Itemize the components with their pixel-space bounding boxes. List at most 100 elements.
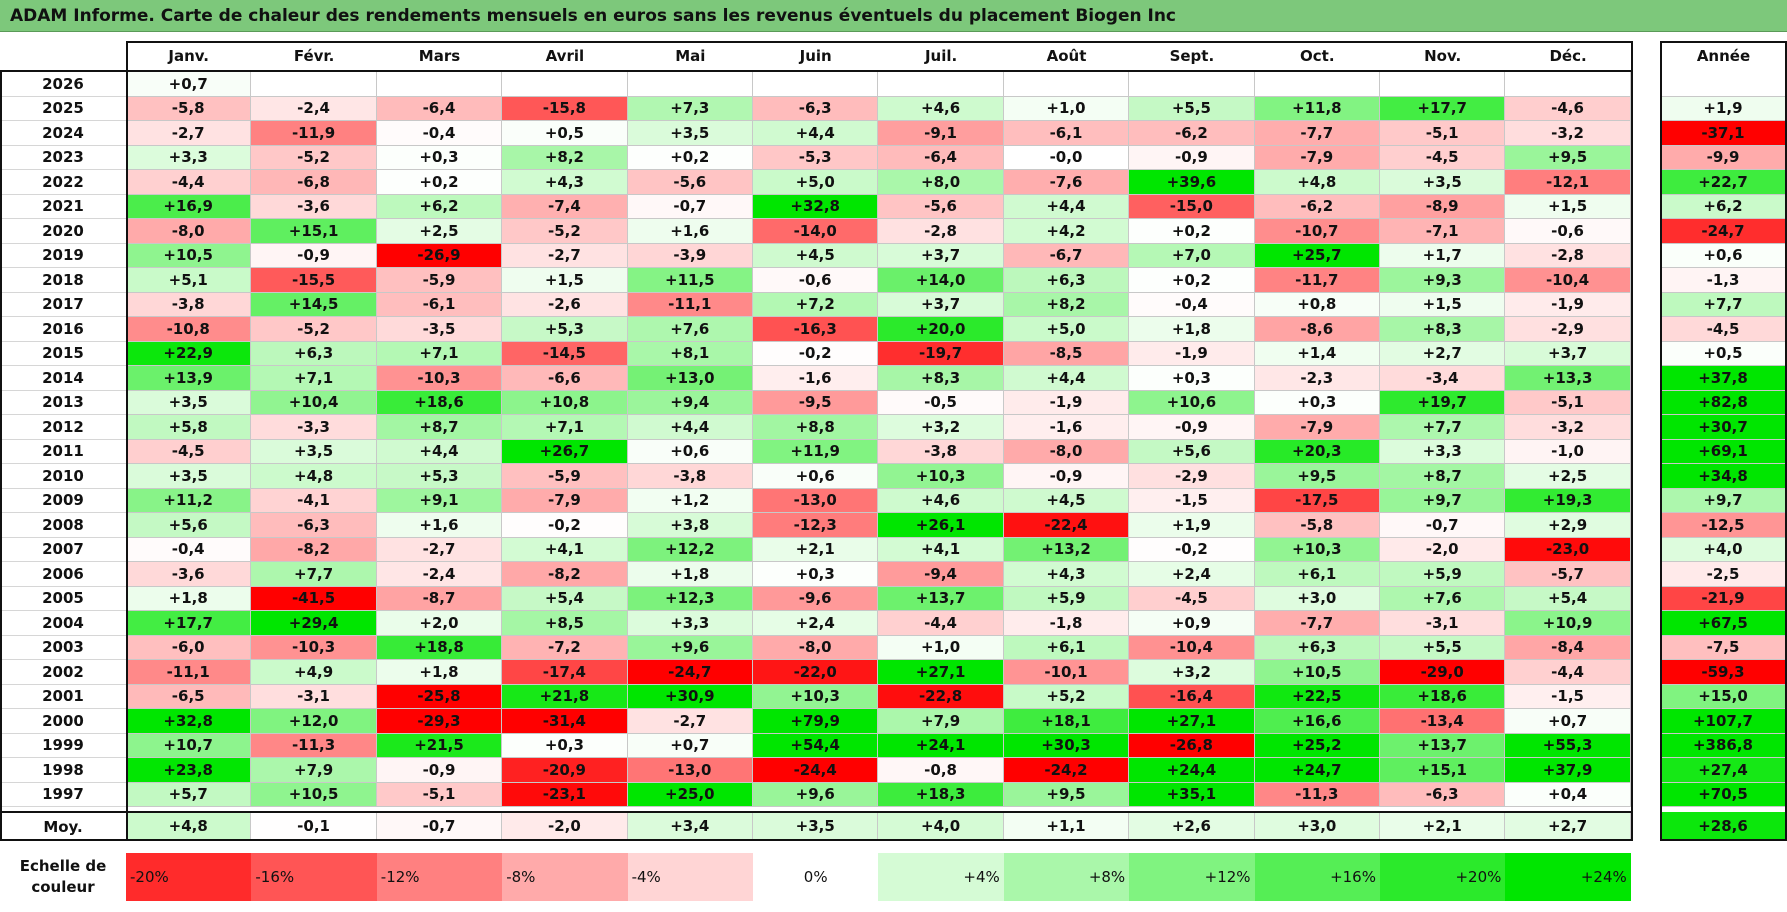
- heatmap-cell: +4,4: [753, 121, 879, 146]
- heatmap-cell: +6,3: [251, 341, 377, 366]
- heatmap-cell: -0,2: [753, 341, 879, 366]
- heatmap-cell: -41,5: [251, 586, 377, 611]
- heatmap-cell: -16,4: [1129, 684, 1255, 709]
- year-label: 2013: [0, 391, 126, 415]
- heatmap-cell: -5,2: [502, 219, 628, 244]
- heatmap-cell: -8,2: [251, 537, 377, 562]
- annual-cell: +67,5: [1660, 611, 1787, 636]
- heatmap-cell: +3,5: [126, 464, 252, 489]
- heatmap-cell: -25,8: [376, 684, 503, 709]
- year-label: 2014: [0, 366, 126, 391]
- heatmap-cell: +9,5: [1254, 464, 1380, 489]
- color-scale-stop: 0%: [753, 853, 879, 901]
- average-cell: -2,0: [502, 812, 628, 841]
- heatmap-cell: +4,1: [878, 537, 1004, 562]
- heatmap-cell: +3,8: [627, 513, 753, 538]
- heatmap-cell: -3,3: [251, 415, 377, 440]
- average-cell: +4,8: [126, 812, 252, 841]
- heatmap-cell: +10,7: [126, 733, 252, 758]
- heatmap-cell: +4,5: [1003, 488, 1130, 513]
- heatmap-cell: +1,0: [1003, 96, 1130, 121]
- heatmap-cell: +8,3: [878, 366, 1004, 391]
- heatmap-cell: -14,5: [502, 341, 628, 366]
- heatmap-cell: +10,6: [1129, 390, 1255, 415]
- month-header: Sept.: [1169, 47, 1215, 65]
- heatmap-cell: +1,2: [627, 488, 753, 513]
- annual-cell: +70,5: [1660, 782, 1787, 807]
- heatmap-cell: -0,2: [1129, 537, 1255, 562]
- heatmap-cell: +2,4: [753, 611, 879, 636]
- year-label: 1998: [0, 758, 126, 783]
- heatmap-cell: -12,1: [1505, 170, 1631, 195]
- heatmap-cell: -17,5: [1254, 488, 1380, 513]
- average-cell: +3,0: [1254, 812, 1380, 841]
- annual-cell: -1,3: [1660, 268, 1787, 293]
- heatmap-cell: -11,1: [627, 292, 753, 317]
- heatmap-cell: -14,0: [753, 219, 879, 244]
- heatmap-cell: -5,3: [753, 145, 879, 170]
- heatmap-cell: -0,9: [1129, 145, 1255, 170]
- heatmap-cell: +32,8: [753, 194, 879, 219]
- month-header: Déc.: [1549, 47, 1587, 65]
- heatmap-cell: +16,9: [126, 194, 252, 219]
- heatmap-cell: -0,8: [878, 758, 1004, 783]
- heatmap-cell: -5,8: [126, 96, 252, 121]
- year-label: 2018: [0, 268, 126, 293]
- heatmap-cell: +14,5: [251, 292, 377, 317]
- heatmap-cell: -8,0: [753, 635, 879, 660]
- annual-cell: -2,5: [1660, 562, 1787, 587]
- heatmap-cell: -9,1: [878, 121, 1004, 146]
- heatmap-cell: +7,3: [627, 96, 753, 121]
- heatmap-cell: +3,0: [1254, 586, 1380, 611]
- heatmap-cell: -5,7: [1505, 562, 1631, 587]
- color-scale-stop: +20%: [1380, 853, 1506, 901]
- heatmap-cell: +8,5: [502, 611, 628, 636]
- heatmap-cell: +1,8: [627, 562, 753, 587]
- annual-cell: -37,1: [1660, 121, 1787, 146]
- heatmap-cell: +4,6: [878, 488, 1004, 513]
- heatmap-cell: +22,9: [126, 341, 252, 366]
- heatmap-cell: +10,3: [753, 684, 879, 709]
- heatmap-cell: +1,8: [1129, 317, 1255, 342]
- heatmap-cell: +7,6: [1380, 586, 1506, 611]
- heatmap-cell: [251, 72, 377, 97]
- heatmap-cell: -3,8: [878, 439, 1004, 464]
- heatmap-cell: -11,3: [1254, 782, 1380, 807]
- year-label: 2008: [0, 513, 126, 538]
- heatmap-cell: +13,3: [1505, 366, 1631, 391]
- heatmap-cell: +4,6: [878, 96, 1004, 121]
- heatmap-cell: [1380, 72, 1506, 97]
- year-label: 2010: [0, 464, 126, 489]
- heatmap-cell: -24,7: [627, 660, 753, 685]
- heatmap-cell: +0,2: [376, 170, 503, 195]
- heatmap-cell: +0,7: [126, 72, 252, 97]
- heatmap-cell: -6,2: [1254, 194, 1380, 219]
- heatmap-cell: -8,4: [1505, 635, 1631, 660]
- heatmap-cell: -2,8: [1505, 243, 1631, 268]
- heatmap-cell: +11,9: [753, 439, 879, 464]
- heatmap-cell: -0,6: [753, 268, 879, 293]
- heatmap-cell: +7,0: [1129, 243, 1255, 268]
- heatmap-cell: -12,3: [753, 513, 879, 538]
- color-scale-stop: -16%: [251, 853, 377, 901]
- color-scale-stop: +24%: [1505, 853, 1631, 901]
- heatmap-cell: +0,6: [627, 439, 753, 464]
- year-label: 1997: [0, 783, 126, 807]
- annual-cell: +0,5: [1660, 341, 1787, 366]
- heatmap-cell: -6,1: [376, 292, 503, 317]
- heatmap-cell: +32,8: [126, 709, 252, 734]
- heatmap-cell: +10,4: [251, 390, 377, 415]
- heatmap-cell: +23,8: [126, 758, 252, 783]
- year-label: 2012: [0, 415, 126, 440]
- heatmap-cell: +3,2: [1129, 660, 1255, 685]
- average-cell: +3,4: [627, 812, 753, 841]
- heatmap-cell: +26,7: [502, 439, 628, 464]
- heatmap-cell: -1,6: [1003, 415, 1130, 440]
- heatmap-cell: +8,1: [627, 341, 753, 366]
- heatmap-cell: -26,8: [1129, 733, 1255, 758]
- heatmap-cell: +10,5: [251, 782, 377, 807]
- heatmap-cell: [1129, 72, 1255, 97]
- average-cell: +2,1: [1380, 812, 1506, 841]
- heatmap-cell: -5,8: [1254, 513, 1380, 538]
- heatmap-cell: -4,5: [1129, 586, 1255, 611]
